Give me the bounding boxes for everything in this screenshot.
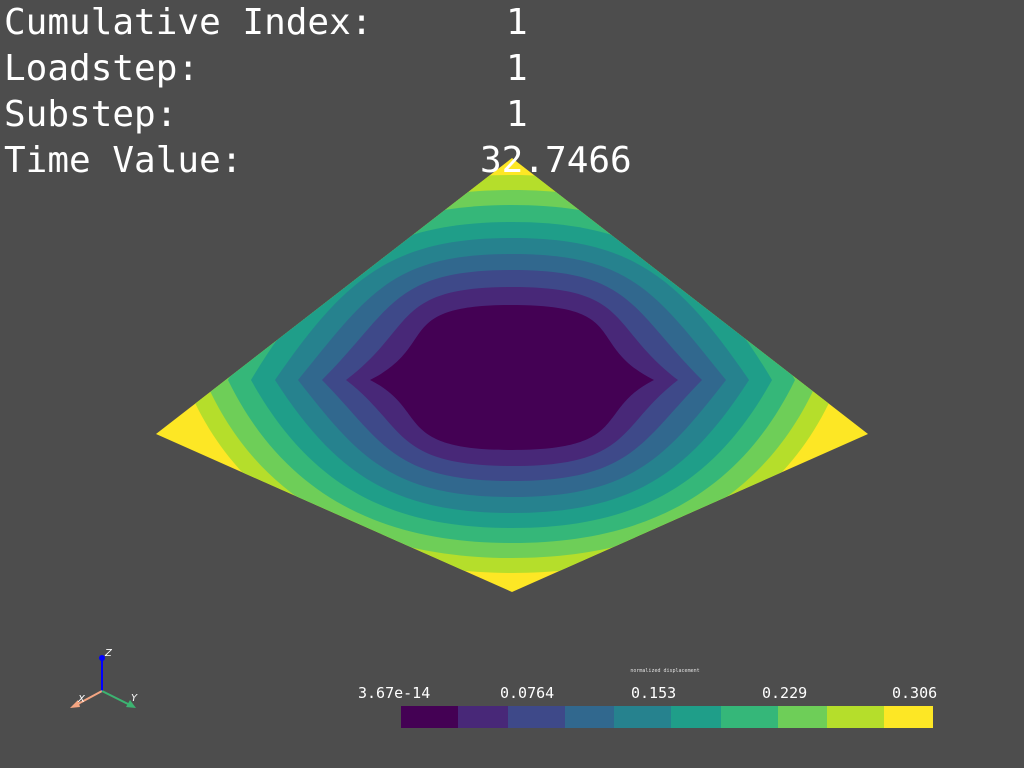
z-axis-tip	[99, 655, 105, 661]
z-axis-label: Z	[104, 648, 113, 659]
loadstep-row: Loadstep: 1	[4, 46, 528, 92]
x-axis-tip	[70, 700, 80, 708]
colorbar-title: normalized displacement	[630, 668, 700, 674]
time-value-value: 32.7466	[480, 140, 632, 181]
colorbar-segment	[671, 706, 721, 728]
y-axis-label: Y	[131, 693, 138, 704]
result-info-panel: Cumulative Index: 1 Loadstep: 1 Substep:…	[4, 0, 632, 184]
loadstep-value: 1	[506, 48, 528, 89]
substep-value: 1	[506, 94, 528, 135]
colorbar-segment	[401, 706, 458, 728]
substep-label: Substep:	[4, 94, 178, 135]
cumulative-index-value: 1	[506, 2, 528, 43]
colorbar-segment	[565, 706, 614, 728]
colorbar-segment	[778, 706, 827, 728]
colorbar-segment	[508, 706, 565, 728]
colorbar-tick: 0.0764	[500, 684, 555, 702]
y-axis-tip	[126, 700, 136, 708]
colorbar-segment	[884, 706, 933, 728]
x-axis-label: X	[77, 694, 86, 705]
colorbar	[401, 706, 933, 728]
colorbar-tick: 0.306	[892, 684, 938, 702]
colorbar-segment	[827, 706, 884, 728]
colorbar-segment	[721, 706, 778, 728]
colorbar-segment	[458, 706, 508, 728]
x-axis-line	[75, 690, 103, 706]
contour-band	[370, 305, 654, 450]
colorbar-segment	[614, 706, 671, 728]
loadstep-label: Loadstep:	[4, 48, 200, 89]
cumulative-index-label: Cumulative Index:	[4, 2, 373, 43]
cumulative-index-row: Cumulative Index: 1	[4, 0, 528, 46]
colorbar-tick: 0.153	[631, 684, 677, 702]
time-value-label: Time Value:	[4, 140, 243, 181]
y-axis-line	[101, 690, 131, 706]
substep-row: Substep: 1	[4, 92, 528, 138]
orientation-axes-widget: Z X Y	[70, 648, 138, 708]
colorbar-tick: 3.67e-14	[358, 684, 431, 702]
colorbar-tick: 0.229	[762, 684, 808, 702]
time-value-row: Time Value: 32.7466	[4, 138, 632, 184]
